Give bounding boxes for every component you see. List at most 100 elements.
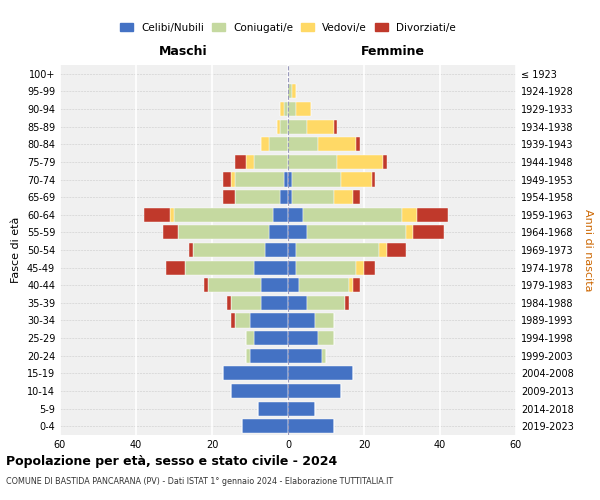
- Bar: [273, 208, 288, 222]
- Bar: [288, 208, 303, 222]
- Bar: [193, 243, 265, 257]
- Bar: [288, 296, 307, 310]
- Bar: [277, 120, 280, 134]
- Bar: [288, 172, 292, 186]
- Bar: [284, 102, 288, 116]
- Bar: [303, 208, 402, 222]
- Bar: [383, 155, 387, 169]
- Bar: [417, 208, 448, 222]
- Bar: [353, 278, 360, 292]
- Bar: [174, 208, 273, 222]
- Bar: [246, 155, 254, 169]
- Bar: [307, 120, 334, 134]
- Bar: [379, 243, 387, 257]
- Bar: [356, 137, 360, 152]
- Bar: [178, 226, 269, 239]
- Text: COMUNE DI BASTIDA PANCARANA (PV) - Dati ISTAT 1° gennaio 2024 - Elaborazione TUT: COMUNE DI BASTIDA PANCARANA (PV) - Dati …: [6, 478, 393, 486]
- Bar: [166, 260, 185, 274]
- Bar: [292, 84, 296, 98]
- Text: Popolazione per età, sesso e stato civile - 2024: Popolazione per età, sesso e stato civil…: [6, 455, 337, 468]
- Bar: [288, 260, 296, 274]
- Bar: [288, 243, 296, 257]
- Bar: [250, 348, 288, 363]
- Bar: [288, 348, 322, 363]
- Bar: [341, 172, 371, 186]
- Y-axis label: Fasce di età: Fasce di età: [11, 217, 21, 283]
- Bar: [284, 172, 288, 186]
- Bar: [299, 278, 349, 292]
- Bar: [231, 384, 288, 398]
- Bar: [319, 137, 356, 152]
- Bar: [349, 278, 353, 292]
- Bar: [413, 226, 444, 239]
- Bar: [307, 296, 345, 310]
- Bar: [262, 137, 269, 152]
- Bar: [235, 190, 280, 204]
- Bar: [319, 331, 334, 345]
- Bar: [334, 190, 353, 204]
- Bar: [296, 102, 311, 116]
- Bar: [254, 260, 288, 274]
- Bar: [288, 190, 292, 204]
- Bar: [314, 314, 334, 328]
- Bar: [205, 278, 208, 292]
- Bar: [288, 278, 299, 292]
- Bar: [288, 102, 296, 116]
- Bar: [345, 296, 349, 310]
- Bar: [257, 402, 288, 415]
- Bar: [292, 190, 334, 204]
- Bar: [334, 120, 337, 134]
- Bar: [322, 348, 326, 363]
- Bar: [185, 260, 254, 274]
- Bar: [254, 155, 288, 169]
- Bar: [170, 208, 174, 222]
- Bar: [371, 172, 376, 186]
- Bar: [356, 260, 364, 274]
- Bar: [288, 84, 292, 98]
- Bar: [292, 172, 341, 186]
- Y-axis label: Anni di nascita: Anni di nascita: [583, 209, 593, 291]
- Bar: [288, 314, 314, 328]
- Bar: [223, 366, 288, 380]
- Bar: [242, 419, 288, 433]
- Bar: [337, 155, 383, 169]
- Bar: [265, 243, 288, 257]
- Bar: [288, 331, 319, 345]
- Bar: [288, 384, 341, 398]
- Bar: [231, 172, 235, 186]
- Bar: [262, 278, 288, 292]
- Bar: [262, 296, 288, 310]
- Bar: [280, 120, 288, 134]
- Bar: [288, 419, 334, 433]
- Bar: [250, 314, 288, 328]
- Bar: [246, 331, 254, 345]
- Bar: [296, 260, 356, 274]
- Bar: [280, 190, 288, 204]
- Bar: [189, 243, 193, 257]
- Bar: [288, 155, 337, 169]
- Bar: [254, 331, 288, 345]
- Bar: [269, 226, 288, 239]
- Bar: [288, 402, 314, 415]
- Bar: [402, 208, 417, 222]
- Bar: [364, 260, 376, 274]
- Bar: [223, 190, 235, 204]
- Bar: [246, 348, 250, 363]
- Bar: [387, 243, 406, 257]
- Bar: [231, 296, 262, 310]
- Bar: [235, 155, 246, 169]
- Bar: [288, 366, 353, 380]
- Text: Femmine: Femmine: [361, 44, 425, 58]
- Bar: [406, 226, 413, 239]
- Bar: [353, 190, 360, 204]
- Text: Maschi: Maschi: [159, 44, 208, 58]
- Bar: [288, 120, 307, 134]
- Bar: [235, 172, 284, 186]
- Bar: [223, 172, 231, 186]
- Bar: [307, 226, 406, 239]
- Bar: [231, 314, 235, 328]
- Bar: [280, 102, 284, 116]
- Bar: [296, 243, 379, 257]
- Bar: [288, 137, 319, 152]
- Bar: [208, 278, 262, 292]
